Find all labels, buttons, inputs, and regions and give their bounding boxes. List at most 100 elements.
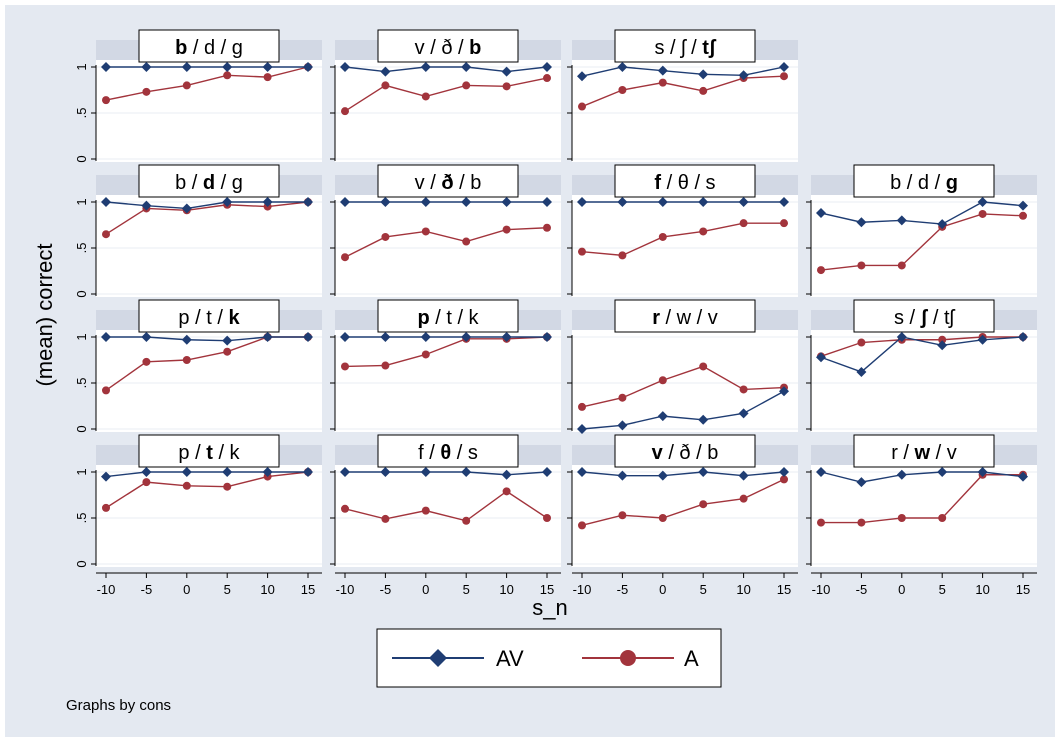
series-a-point (341, 362, 349, 371)
series-a-point (142, 357, 151, 366)
series-a-point (897, 514, 906, 522)
series-av-point (303, 467, 313, 477)
series-av-point (738, 470, 749, 481)
panel-title-segment: tʃ (702, 37, 717, 59)
series-a-point (699, 86, 708, 95)
series-av-point (856, 477, 867, 488)
panel: f / θ / s -10 -5 0 5 10 15 (330, 434, 561, 597)
panel-title-box (614, 29, 756, 63)
legend-a-label: A (684, 646, 699, 671)
series-av-point (501, 66, 512, 77)
series-a-line (344, 77, 548, 112)
panel-title: b / d / g (890, 172, 958, 194)
panel-title-segment: / w / v (660, 307, 718, 329)
series-av-point (738, 70, 749, 81)
x-tick-label: -5 (617, 582, 629, 597)
series-av-point (181, 467, 192, 477)
panel-title-segment: f / (418, 442, 440, 464)
panel-title-segment: / d / g (187, 37, 243, 59)
series-av-point (657, 65, 668, 76)
series-av-point (779, 197, 789, 207)
x-tick-label: -10 (97, 582, 116, 597)
series-av-point (698, 467, 709, 477)
panel-title-box (377, 29, 519, 63)
series-av-point (896, 215, 907, 226)
series-av-point (542, 197, 552, 207)
series-a-point (421, 506, 430, 515)
panel-title-segment: w (914, 442, 931, 464)
series-a-point (699, 227, 708, 236)
series-av-point (738, 197, 749, 207)
panel-title-segment: / θ / s (661, 172, 715, 194)
series-av-point (577, 467, 587, 477)
series-a-point (1019, 211, 1027, 220)
series-a-point (578, 402, 586, 411)
x-tick-label: 10 (736, 582, 750, 597)
series-av-line (345, 471, 548, 476)
series-av-point (262, 467, 273, 477)
series-av-point (896, 469, 907, 480)
series-av-point (1018, 471, 1028, 482)
panel: r / w / v (567, 299, 798, 434)
series-av-point (617, 197, 628, 207)
y-tick-label: .5 (74, 108, 89, 119)
series-a-line (344, 336, 548, 368)
series-av-line (105, 201, 308, 210)
panel-title: p / t / k (178, 442, 240, 464)
series-a-point (543, 514, 551, 522)
series-av-point (977, 467, 988, 477)
series-a-point (462, 81, 471, 90)
x-tick-label: -10 (336, 582, 355, 597)
series-a-point (618, 511, 627, 520)
series-av-line (581, 390, 785, 430)
series-a-point (341, 107, 349, 116)
series-av-point (698, 69, 709, 80)
series-av-point (937, 219, 948, 230)
series-a-point (739, 219, 748, 228)
series-av-point (617, 420, 628, 431)
panel-title-box (614, 434, 756, 468)
series-a-point (223, 347, 232, 356)
panel-title-segment: s / ʃ / (654, 37, 702, 59)
x-tick-label: 10 (499, 582, 513, 597)
series-av-point (101, 62, 111, 72)
y-tick-label: 1 (74, 468, 89, 475)
panel-title-segment: r / (891, 442, 914, 464)
series-av-line (820, 201, 1024, 225)
series-a-point (263, 73, 272, 82)
series-a-point (142, 478, 151, 487)
series-av-point (657, 197, 668, 207)
panel-title-segment: k (228, 307, 240, 329)
series-av-point (181, 203, 192, 214)
y-tick-label: 0 (74, 560, 89, 567)
series-a-point (102, 503, 110, 512)
series-a-point (817, 518, 825, 527)
panel-title-segment: / g (215, 172, 243, 194)
panel-title-box (853, 299, 995, 333)
panel: p / t / k 0 .5 1 -10 -5 0 5 10 15 (74, 434, 322, 597)
series-a-line (821, 474, 1023, 524)
series-a-point (502, 225, 511, 234)
series-av-point (222, 467, 233, 477)
series-a-point (182, 481, 191, 490)
legend-av-marker (429, 649, 447, 667)
x-tick-label: 5 (463, 582, 470, 597)
series-av-line (820, 471, 1024, 483)
series-a-point (462, 237, 471, 246)
series-av-point (977, 334, 988, 345)
series-av-point (698, 414, 709, 425)
series-av-line (105, 471, 308, 478)
x-tick-label: 5 (700, 582, 707, 597)
series-av-point (222, 197, 233, 207)
x-tick-label: 0 (422, 582, 429, 597)
panel: r / w / v -10 -5 0 5 10 15 (806, 434, 1037, 597)
series-a-point (780, 475, 788, 484)
x-tick-label: 0 (659, 582, 666, 597)
series-av-point (340, 197, 350, 207)
panel-title-box (138, 434, 280, 468)
series-a-point (699, 500, 708, 509)
panel-title-box (377, 164, 519, 198)
series-a-point (381, 232, 390, 241)
series-av-point (303, 197, 313, 207)
x-tick-label: 15 (301, 582, 315, 597)
